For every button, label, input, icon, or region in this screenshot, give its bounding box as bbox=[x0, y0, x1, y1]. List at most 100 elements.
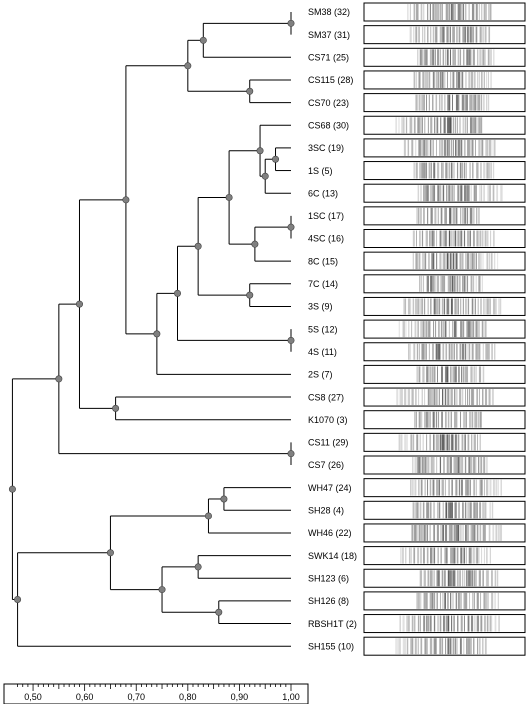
gel-band bbox=[456, 321, 458, 338]
gel-band bbox=[406, 615, 409, 632]
gel-band bbox=[417, 457, 420, 473]
gel-band bbox=[436, 253, 438, 270]
gel-band bbox=[496, 185, 499, 202]
gel-band bbox=[425, 49, 427, 66]
gel-lane bbox=[363, 115, 526, 135]
gel-band bbox=[418, 457, 421, 473]
gel-band bbox=[462, 117, 464, 134]
gel-lane bbox=[363, 138, 526, 158]
gel-band bbox=[436, 479, 438, 496]
gel-band bbox=[471, 570, 474, 587]
gel-band bbox=[449, 457, 452, 473]
gel-band bbox=[432, 457, 435, 473]
leaf-label: 5S (12) bbox=[308, 324, 338, 334]
gel-band bbox=[430, 117, 433, 134]
gel-band bbox=[457, 185, 460, 202]
gel-band bbox=[414, 457, 417, 473]
gel-band bbox=[425, 230, 428, 247]
gel-band bbox=[475, 547, 478, 564]
cluster-node-n28 bbox=[8, 485, 16, 493]
gel-band bbox=[416, 366, 419, 383]
gel-band bbox=[426, 434, 428, 451]
gel-band bbox=[423, 298, 426, 315]
gel-band bbox=[448, 343, 451, 360]
gel-band bbox=[486, 457, 488, 473]
gel-band bbox=[427, 117, 429, 134]
gel-band bbox=[463, 139, 466, 156]
gel-band bbox=[480, 457, 483, 473]
gel-band bbox=[485, 139, 488, 156]
gel-band bbox=[420, 275, 422, 292]
gel-band bbox=[427, 570, 429, 587]
dendrogram-nodes bbox=[8, 16, 295, 616]
gel-band bbox=[467, 207, 469, 224]
gel-band bbox=[488, 4, 490, 20]
gel-band bbox=[406, 638, 409, 655]
gel-band bbox=[486, 253, 488, 270]
gel-band bbox=[463, 185, 466, 202]
gel-band bbox=[438, 94, 441, 111]
gel-band bbox=[477, 547, 480, 564]
gel-band bbox=[462, 570, 464, 587]
gel-band bbox=[467, 230, 470, 247]
gel-band bbox=[437, 207, 439, 224]
gel-band bbox=[441, 411, 443, 428]
cluster-node-n10 bbox=[225, 193, 233, 201]
axis-tick-label: 0,70 bbox=[127, 692, 145, 702]
gel-band bbox=[414, 502, 417, 519]
gel-band bbox=[460, 615, 463, 632]
leaf-label: 7C (14) bbox=[308, 279, 338, 289]
gel-band bbox=[490, 49, 492, 66]
gel-band bbox=[430, 457, 433, 473]
lane-background bbox=[364, 342, 525, 361]
cluster-node-n18 bbox=[75, 300, 83, 308]
gel-band bbox=[402, 321, 405, 338]
gel-band bbox=[410, 479, 412, 496]
gel-band bbox=[414, 411, 416, 428]
gel-band bbox=[473, 638, 475, 655]
gel-band bbox=[465, 253, 467, 270]
gel-band bbox=[494, 592, 496, 609]
gel-band bbox=[412, 502, 414, 519]
gel-band bbox=[433, 162, 436, 179]
gel-band bbox=[474, 502, 476, 519]
gel-band bbox=[454, 547, 456, 564]
gel-band bbox=[436, 592, 438, 609]
gel-band bbox=[486, 94, 488, 111]
gel-band bbox=[447, 275, 450, 292]
gel-band bbox=[480, 592, 482, 609]
cluster-node-n6 bbox=[261, 172, 269, 180]
gel-band bbox=[441, 434, 445, 451]
gel-band bbox=[475, 4, 478, 20]
gel-band bbox=[446, 117, 449, 134]
lane-border bbox=[363, 478, 526, 498]
cluster-node-n13 bbox=[287, 336, 295, 344]
gel-band bbox=[475, 321, 478, 338]
gel-band bbox=[433, 185, 436, 202]
gel-band bbox=[448, 524, 451, 541]
lane-border bbox=[363, 274, 526, 294]
gel-band bbox=[483, 457, 486, 473]
gel-band bbox=[473, 434, 476, 451]
gel-band bbox=[436, 298, 439, 315]
gel-band bbox=[426, 49, 428, 66]
leaf-labels: SM38 (32) SM37 (31) CS71 (25) CS115 (28) CS7… bbox=[308, 7, 357, 651]
gel-band bbox=[446, 298, 449, 315]
gel-band bbox=[440, 117, 442, 134]
gel-band bbox=[473, 71, 476, 88]
gel-band bbox=[486, 139, 489, 156]
gel-lane bbox=[363, 478, 526, 498]
gel-band bbox=[446, 366, 449, 383]
axis-tick-label: 1,00 bbox=[282, 692, 300, 702]
gel-band bbox=[472, 592, 474, 609]
gel-band bbox=[442, 230, 444, 247]
gel-band bbox=[476, 343, 480, 360]
cluster-node-n24 bbox=[215, 608, 223, 616]
gel-band bbox=[483, 547, 485, 564]
gel-band bbox=[471, 139, 474, 156]
gel-band bbox=[448, 479, 450, 496]
gel-band bbox=[426, 592, 428, 609]
gel-band bbox=[425, 185, 428, 202]
gel-band bbox=[484, 638, 487, 655]
gel-band bbox=[494, 615, 497, 632]
